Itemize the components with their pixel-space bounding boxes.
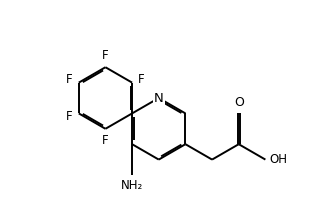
Text: F: F — [102, 49, 109, 62]
Text: OH: OH — [269, 153, 287, 166]
Text: F: F — [102, 134, 109, 147]
Text: N: N — [154, 92, 164, 105]
Text: F: F — [66, 110, 73, 123]
Text: F: F — [138, 73, 145, 86]
Text: F: F — [66, 73, 73, 86]
Text: O: O — [234, 96, 244, 109]
Text: NH₂: NH₂ — [121, 179, 143, 192]
